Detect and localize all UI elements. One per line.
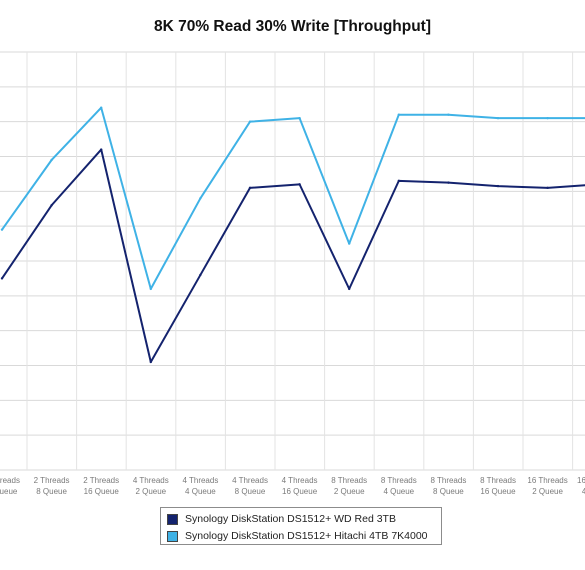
data-point-1-3: [149, 287, 152, 291]
data-point-1-1: [50, 158, 53, 162]
data-point-1-8: [397, 113, 400, 116]
legend-item-hitachi: Synology DiskStation DS1512+ Hitachi 4TB…: [167, 529, 428, 543]
data-point-1-7: [348, 242, 351, 245]
x-tick-label: 8 Threads 8 Queue: [430, 476, 466, 496]
data-point-0-7: [348, 287, 351, 291]
data-point-0-2: [100, 148, 103, 151]
legend-swatch-hitachi: [167, 530, 178, 542]
data-point-1-4: [199, 197, 202, 200]
data-point-0-0: [0, 277, 4, 280]
data-point-0-6: [298, 183, 301, 186]
x-tick-label: 8 Threads 16 Queue: [480, 476, 516, 496]
x-tick-label: 16 Threads 2 Queue: [527, 476, 567, 496]
data-point-0-1: [50, 204, 53, 207]
data-point-1-5: [248, 120, 252, 123]
x-tick-label: 2 Threads 8 Queue: [34, 476, 70, 496]
legend-swatch-wd-red: [167, 513, 178, 525]
legend-item-wd-red: Synology DiskStation DS1512+ WD Red 3TB: [167, 512, 396, 526]
x-tick-label: 4 Threads 4 Queue: [182, 476, 218, 496]
data-point-1-6: [298, 116, 301, 120]
data-point-0-3: [149, 360, 152, 364]
legend-label-hitachi: Synology DiskStation DS1512+ Hitachi 4TB…: [185, 530, 428, 542]
data-point-1-9: [447, 113, 450, 116]
series-line-1: [1, 106, 585, 290]
x-tick-label: 4 Threads 16 Queue: [282, 476, 318, 496]
data-point-0-10: [496, 184, 500, 188]
x-tick-label: 4 Threads 8 Queue: [232, 476, 268, 496]
legend: Synology DiskStation DS1512+ WD Red 3TB …: [160, 507, 442, 545]
series-line-0: [1, 148, 585, 364]
data-point-0-4: [199, 273, 202, 277]
data-point-0-11: [546, 186, 549, 190]
data-point-1-0: [0, 228, 4, 231]
data-point-0-8: [397, 179, 400, 183]
legend-label-wd-red: Synology DiskStation DS1512+ WD Red 3TB: [185, 513, 396, 525]
data-point-0-9: [447, 181, 450, 184]
x-tick-label: 8 Threads 4 Queue: [381, 476, 417, 496]
data-point-1-11: [546, 116, 549, 120]
data-point-1-2: [100, 106, 103, 109]
x-tick-label: 8 Threads 2 Queue: [331, 476, 367, 496]
x-tick-label: 4 Threads 2 Queue: [133, 476, 169, 496]
data-point-1-10: [496, 116, 500, 120]
data-point-0-5: [248, 186, 252, 190]
chart-title: 8K 70% Read 30% Write [Throughput]: [153, 18, 432, 35]
x-tick-label: 2 Threads 16 Queue: [83, 476, 119, 496]
